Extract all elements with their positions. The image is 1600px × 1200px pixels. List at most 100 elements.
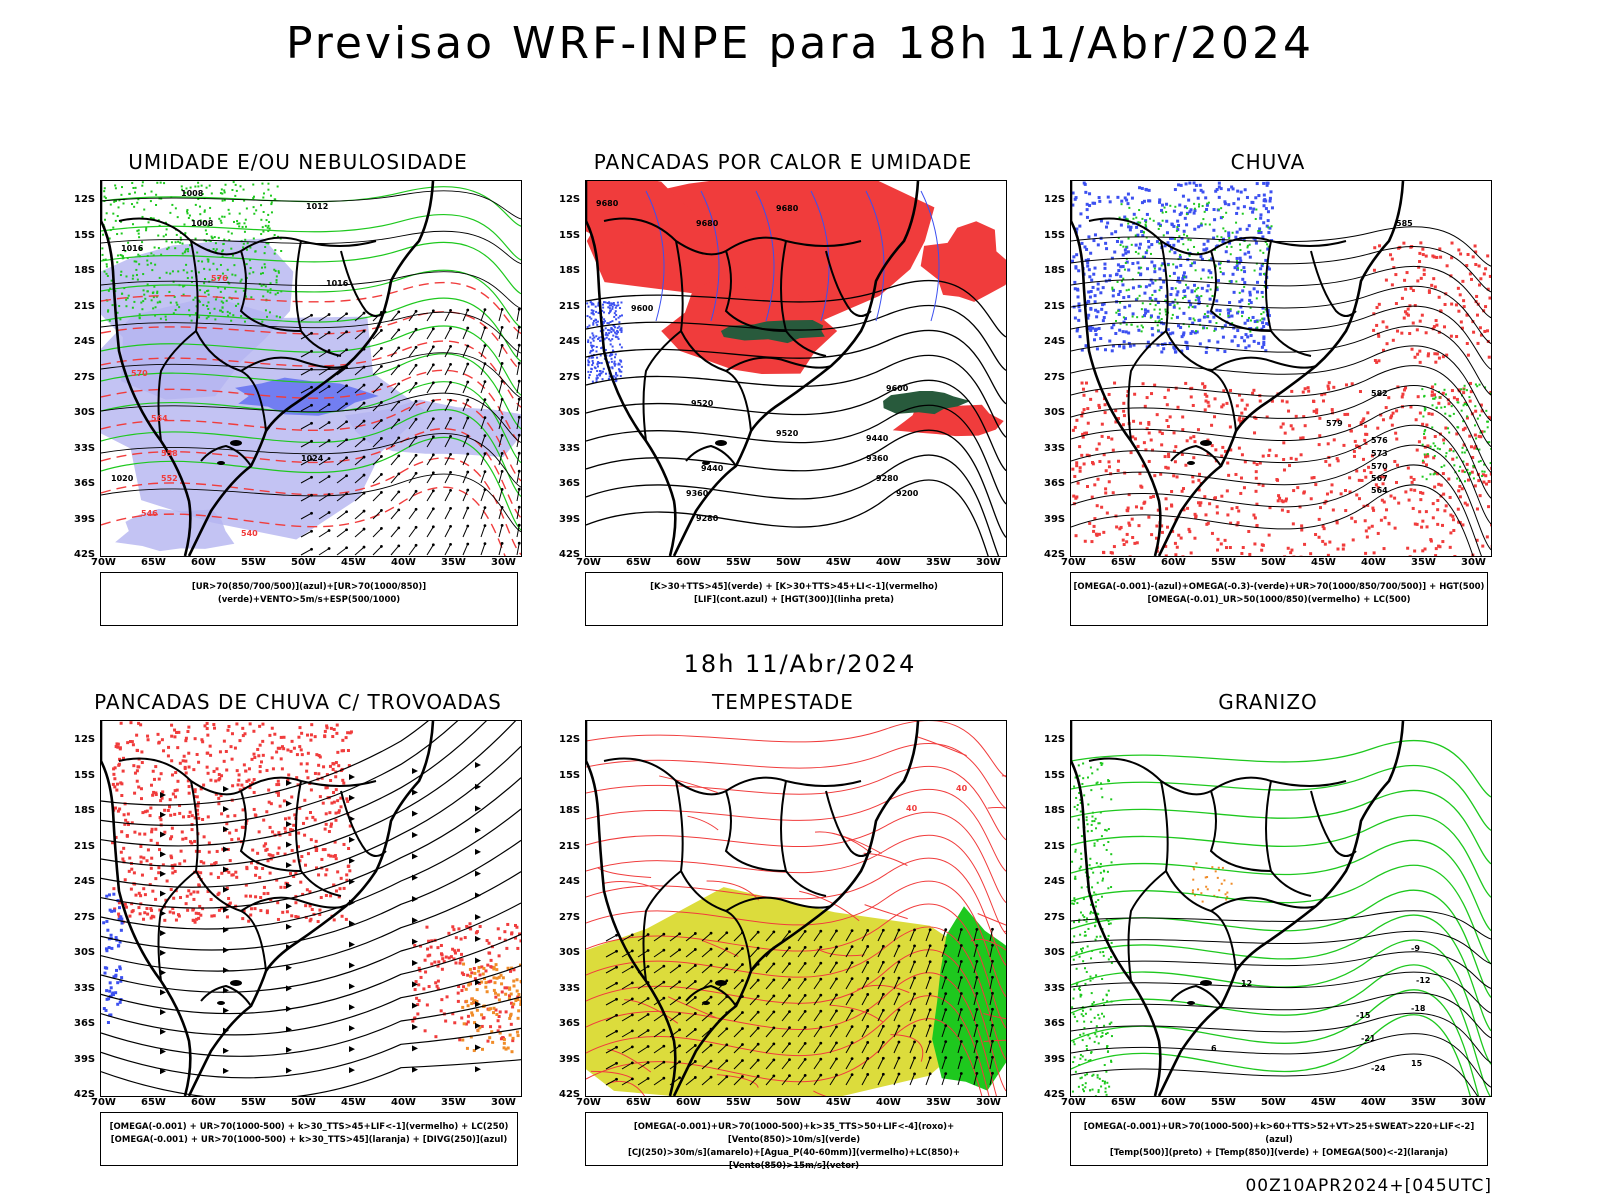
panel-pancadas_calor: PANCADAS POR CALOR E UMIDADE 12S 15S 18S 21S… xyxy=(543,150,1023,630)
latitude-tick-label: 30S xyxy=(559,407,581,418)
latitude-tick-label: 12S xyxy=(1044,734,1066,745)
panel-title: UMIDADE E/OU NEBULOSIDADE xyxy=(128,150,468,174)
latitude-tick-label: 27S xyxy=(1044,371,1066,383)
legend-line: [OMEGA(-0.01)_UR>50(1000/850)(vermelho) … xyxy=(1147,595,1411,605)
contour-label: 540 xyxy=(241,529,258,538)
longitude-tick-label: 65W xyxy=(626,557,651,568)
contour-lines xyxy=(586,721,1006,1096)
contour-label: -21 xyxy=(1361,1034,1376,1043)
contour-label: 6 xyxy=(1211,1044,1217,1053)
longitude-tick-label: 45W xyxy=(1311,557,1336,568)
panel-title: CHUVA xyxy=(1230,150,1306,174)
legend-line: [OMEGA(-0.001)+UR>70(1000-500)+k>35_TTS>… xyxy=(633,1122,955,1145)
longitude-tick-label: 70W xyxy=(91,1097,116,1108)
contour-label: 567 xyxy=(1371,474,1388,483)
speckle-field xyxy=(1071,181,1274,354)
latitude-tick-label: 24S xyxy=(74,876,96,887)
contour-label: -15 xyxy=(1356,1011,1371,1020)
latitude-tick-label: 12S xyxy=(1044,194,1066,205)
longitude-tick-label: 60W xyxy=(676,1097,701,1108)
contour-label: -18 xyxy=(1411,1004,1426,1013)
latitude-tick-label: 27S xyxy=(1044,911,1066,923)
legend-line: [LIF](cont.azul) + [HGT(300)](linha pret… xyxy=(693,595,895,605)
latitude-tick-label: 21S xyxy=(1044,840,1066,852)
latitude-tick-label: 36S xyxy=(1044,478,1066,489)
longitude-tick-label: 50W xyxy=(291,557,316,568)
latitude-tick-label: 42S xyxy=(1044,549,1066,560)
contour-label: 9440 xyxy=(866,434,889,443)
longitude-tick-label: 30W xyxy=(491,557,516,568)
longitude-tick-label: 30W xyxy=(976,1097,1001,1108)
legend-line: [UR>70(850/700/500)](azul)+[UR>70(1000/8… xyxy=(191,582,427,605)
contour-label: 1016 xyxy=(326,279,349,288)
latitude-tick-label: 12S xyxy=(74,194,96,205)
latitude-tick-label: 27S xyxy=(74,371,96,383)
contour-lines xyxy=(1071,910,1491,1096)
contour-label: 9520 xyxy=(776,429,799,438)
longitude-tick-label: 40W xyxy=(1361,1097,1386,1108)
longitude-tick-label: 45W xyxy=(826,557,851,568)
latitude-tick-label: 18S xyxy=(74,805,96,816)
longitude-tick-label: 40W xyxy=(876,1097,901,1108)
latitude-tick-label: 24S xyxy=(559,336,581,347)
longitude-tick-label: 30W xyxy=(1461,1097,1486,1108)
longitude-tick-label: 35W xyxy=(441,557,466,568)
latitude-tick-label: 18S xyxy=(1044,805,1066,816)
latitude-tick-label: 36S xyxy=(1044,1018,1066,1029)
contour-label: 9520 xyxy=(691,399,714,408)
latitude-tick-label: 42S xyxy=(559,1089,581,1100)
contour-label: 9680 xyxy=(776,204,799,213)
forecast-time-label: 18h 11/Abr/2024 xyxy=(683,650,917,678)
longitude-tick-label: 65W xyxy=(1111,557,1136,568)
contour-label: 1008 xyxy=(181,189,204,198)
latitude-tick-label: 24S xyxy=(1044,336,1066,347)
longitude-tick-label: 70W xyxy=(1061,1097,1086,1108)
speckle-field xyxy=(1372,241,1491,364)
contour-label: 1012 xyxy=(306,202,328,211)
contour-label: 9600 xyxy=(886,384,909,393)
latitude-tick-label: 42S xyxy=(1044,1089,1066,1100)
legend-line: [OMEGA(-0.001) + UR>70(1000-500) + k>30_… xyxy=(109,1122,509,1132)
wind-850-area xyxy=(932,906,1006,1091)
contour-label: -24 xyxy=(1371,1064,1386,1073)
forecast-map: 9680 9680 9680 9600 9600 9520 9520 9440 9440 9360… xyxy=(585,180,1007,557)
contour-label: 12 xyxy=(1241,979,1252,988)
latitude-tick-label: 21S xyxy=(559,300,581,312)
panel-legend: [OMEGA(-0.001)+UR>70(1000-500)+k>35_TTS>… xyxy=(585,1112,1003,1171)
latitude-tick-label: 42S xyxy=(74,549,96,560)
longitude-tick-label: 35W xyxy=(1411,1097,1436,1108)
main-title: Previsao WRF-INPE para 18h 11/Abr/2024 xyxy=(285,18,1314,69)
contour-label: 564 xyxy=(1371,486,1388,495)
longitude-tick-label: 60W xyxy=(1161,557,1186,568)
wind-vectors xyxy=(300,307,521,556)
longitude-tick-label: 40W xyxy=(391,557,416,568)
contour-label: 1020 xyxy=(111,474,134,483)
panel-legend: [OMEGA(-0.001)+UR>70(1000-500)+k>60+TTS>… xyxy=(1070,1112,1488,1166)
longitude-tick-label: 70W xyxy=(576,1097,601,1108)
longitude-tick-label: 65W xyxy=(1111,1097,1136,1108)
humidity-upper-area xyxy=(115,508,235,552)
panel-tempestade: TEMPESTADE 12S 15S 18S 21S 24S 27S 30S 33S 36S 39S… xyxy=(543,690,1023,1171)
legend-line: [CJ(250)>30m/s](amarelo)+[Agua_P(40-60mm… xyxy=(627,1148,961,1171)
contour-label: 9360 xyxy=(686,489,709,498)
longitude-tick-label: 35W xyxy=(441,1097,466,1108)
latitude-tick-label: 33S xyxy=(74,442,96,454)
latitude-tick-label: 15S xyxy=(559,769,581,781)
latitude-tick-label: 27S xyxy=(74,911,96,923)
legend-line: [OMEGA(-0.001)+UR>70(1000-500)+k>60+TTS>… xyxy=(1083,1122,1475,1145)
contour-label: 1024 xyxy=(301,454,324,463)
latitude-tick-label: 24S xyxy=(74,336,96,347)
forecast-map: 1008 1008 1012 1016 1016 1020 1024 576 570 564 558… xyxy=(100,180,522,557)
latitude-tick-label: 36S xyxy=(559,1018,581,1029)
latitude-tick-label: 42S xyxy=(74,1089,96,1100)
longitude-tick-label: 60W xyxy=(1161,1097,1186,1108)
longitude-tick-label: 30W xyxy=(1461,557,1486,568)
speckle-field xyxy=(1111,201,1273,333)
latitude-tick-label: 36S xyxy=(74,1018,96,1029)
longitude-tick-label: 45W xyxy=(1311,1097,1336,1108)
speckle-field xyxy=(1421,383,1491,483)
forecast-map: -9 -12 -15 -18 -21 -24 12 15 6 xyxy=(1070,720,1492,1097)
longitude-tick-label: 30W xyxy=(976,557,1001,568)
longitude-tick-label: 40W xyxy=(876,557,901,568)
legend-line: [OMEGA(-0.001) + UR>70(1000-500) + k>30_… xyxy=(110,1135,508,1145)
